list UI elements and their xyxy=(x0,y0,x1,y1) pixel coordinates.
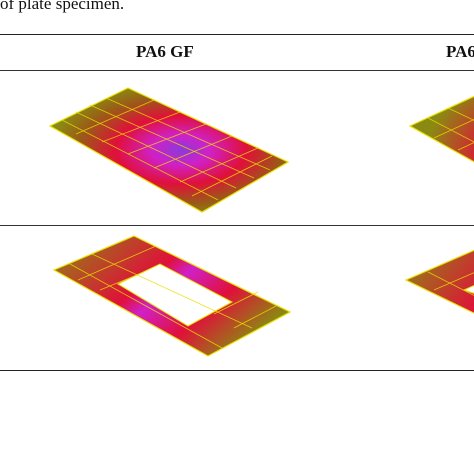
row-divider-rule xyxy=(0,225,474,226)
deformation-image-pa6-row1 xyxy=(408,78,474,218)
deformation-image-pa6-gf-row2 xyxy=(48,228,298,364)
table-caption: of plate specimen. xyxy=(0,0,125,13)
table-bottom-rule xyxy=(0,370,474,371)
deformation-image-pa6-row2 xyxy=(404,228,474,364)
column-header-pa6: PA6 xyxy=(446,42,474,61)
deformation-image-pa6-gf-row1 xyxy=(40,78,300,218)
column-header-pa6-gf: PA6 GF xyxy=(136,42,194,61)
table-top-rule xyxy=(0,34,474,35)
header-rule xyxy=(0,70,474,71)
